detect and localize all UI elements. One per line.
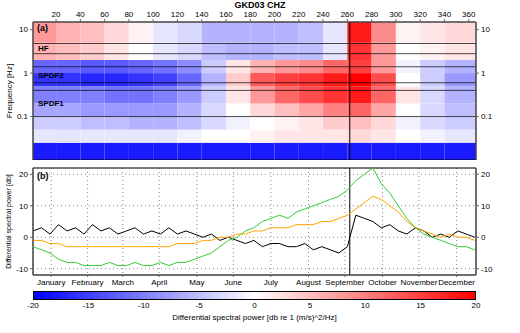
html-text:-15: -15 bbox=[82, 301, 95, 310]
html-text:-20: -20 bbox=[27, 301, 39, 310]
svg-text:0: 0 bbox=[24, 233, 29, 242]
svg-text:-10: -10 bbox=[481, 265, 493, 274]
svg-text:0.1: 0.1 bbox=[481, 112, 493, 121]
html-text:-10: -10 bbox=[138, 301, 150, 310]
html-text:20: 20 bbox=[471, 301, 481, 310]
svg-text:320: 320 bbox=[413, 10, 427, 19]
html-text:10: 10 bbox=[360, 301, 370, 310]
svg-text:February: February bbox=[72, 278, 104, 287]
svg-text:10: 10 bbox=[481, 25, 490, 34]
html-text:-5: -5 bbox=[195, 301, 203, 310]
svg-text:April: April bbox=[151, 278, 167, 287]
svg-text:Frequency [Hz]: Frequency [Hz] bbox=[5, 64, 14, 118]
svg-text:January: January bbox=[37, 278, 65, 287]
svg-text:-10: -10 bbox=[16, 265, 28, 274]
svg-text:HF: HF bbox=[38, 44, 49, 53]
svg-text:July: July bbox=[264, 278, 278, 287]
svg-text:May: May bbox=[189, 278, 204, 287]
svg-text:180: 180 bbox=[244, 10, 258, 19]
html-text:0: 0 bbox=[252, 301, 257, 310]
svg-text:June: June bbox=[225, 278, 243, 287]
svg-text:20: 20 bbox=[19, 170, 28, 179]
svg-text:20: 20 bbox=[52, 10, 61, 19]
svg-text:340: 340 bbox=[438, 10, 452, 19]
svg-text:SPDF1: SPDF1 bbox=[38, 99, 64, 108]
svg-text:260: 260 bbox=[341, 10, 355, 19]
svg-text:240: 240 bbox=[316, 10, 330, 19]
svg-text:SPDF2: SPDF2 bbox=[38, 71, 64, 80]
svg-text:November: November bbox=[401, 278, 438, 287]
html-text:5: 5 bbox=[307, 301, 313, 310]
svg-text:80: 80 bbox=[124, 10, 133, 19]
svg-text:October: October bbox=[368, 278, 397, 287]
html-text:Differential spectral power [d: Differential spectral power [db re 1 (m/… bbox=[172, 313, 337, 322]
svg-text:1: 1 bbox=[481, 69, 486, 78]
svg-text:360: 360 bbox=[462, 10, 476, 19]
svg-text:200: 200 bbox=[268, 10, 282, 19]
svg-text:0.1: 0.1 bbox=[17, 112, 29, 121]
svg-text:August: August bbox=[296, 278, 322, 287]
svg-text:10: 10 bbox=[481, 202, 490, 211]
svg-text:60: 60 bbox=[100, 10, 109, 19]
svg-text:20: 20 bbox=[481, 170, 490, 179]
svg-text:1: 1 bbox=[24, 69, 29, 78]
html-text:(b): (b) bbox=[37, 171, 49, 181]
svg-text:160: 160 bbox=[219, 10, 233, 19]
svg-text:0: 0 bbox=[481, 233, 486, 242]
svg-text:March: March bbox=[112, 278, 134, 287]
svg-text:220: 220 bbox=[292, 10, 306, 19]
html-text:GKD03 CHZ: GKD03 CHZ bbox=[234, 0, 286, 10]
html-text:(a): (a) bbox=[37, 23, 48, 33]
svg-text:120: 120 bbox=[171, 10, 185, 19]
svg-text:280: 280 bbox=[365, 10, 379, 19]
svg-text:10: 10 bbox=[19, 202, 28, 211]
svg-text:December: December bbox=[438, 278, 475, 287]
svg-text:September: September bbox=[325, 278, 364, 287]
svg-text:100: 100 bbox=[146, 10, 160, 19]
svg-text:40: 40 bbox=[76, 10, 85, 19]
html-text:15: 15 bbox=[416, 301, 426, 310]
svg-text:Differential spectral power [d: Differential spectral power [db] bbox=[5, 174, 13, 268]
svg-text:10: 10 bbox=[19, 25, 28, 34]
svg-text:140: 140 bbox=[195, 10, 209, 19]
svg-text:300: 300 bbox=[389, 10, 403, 19]
